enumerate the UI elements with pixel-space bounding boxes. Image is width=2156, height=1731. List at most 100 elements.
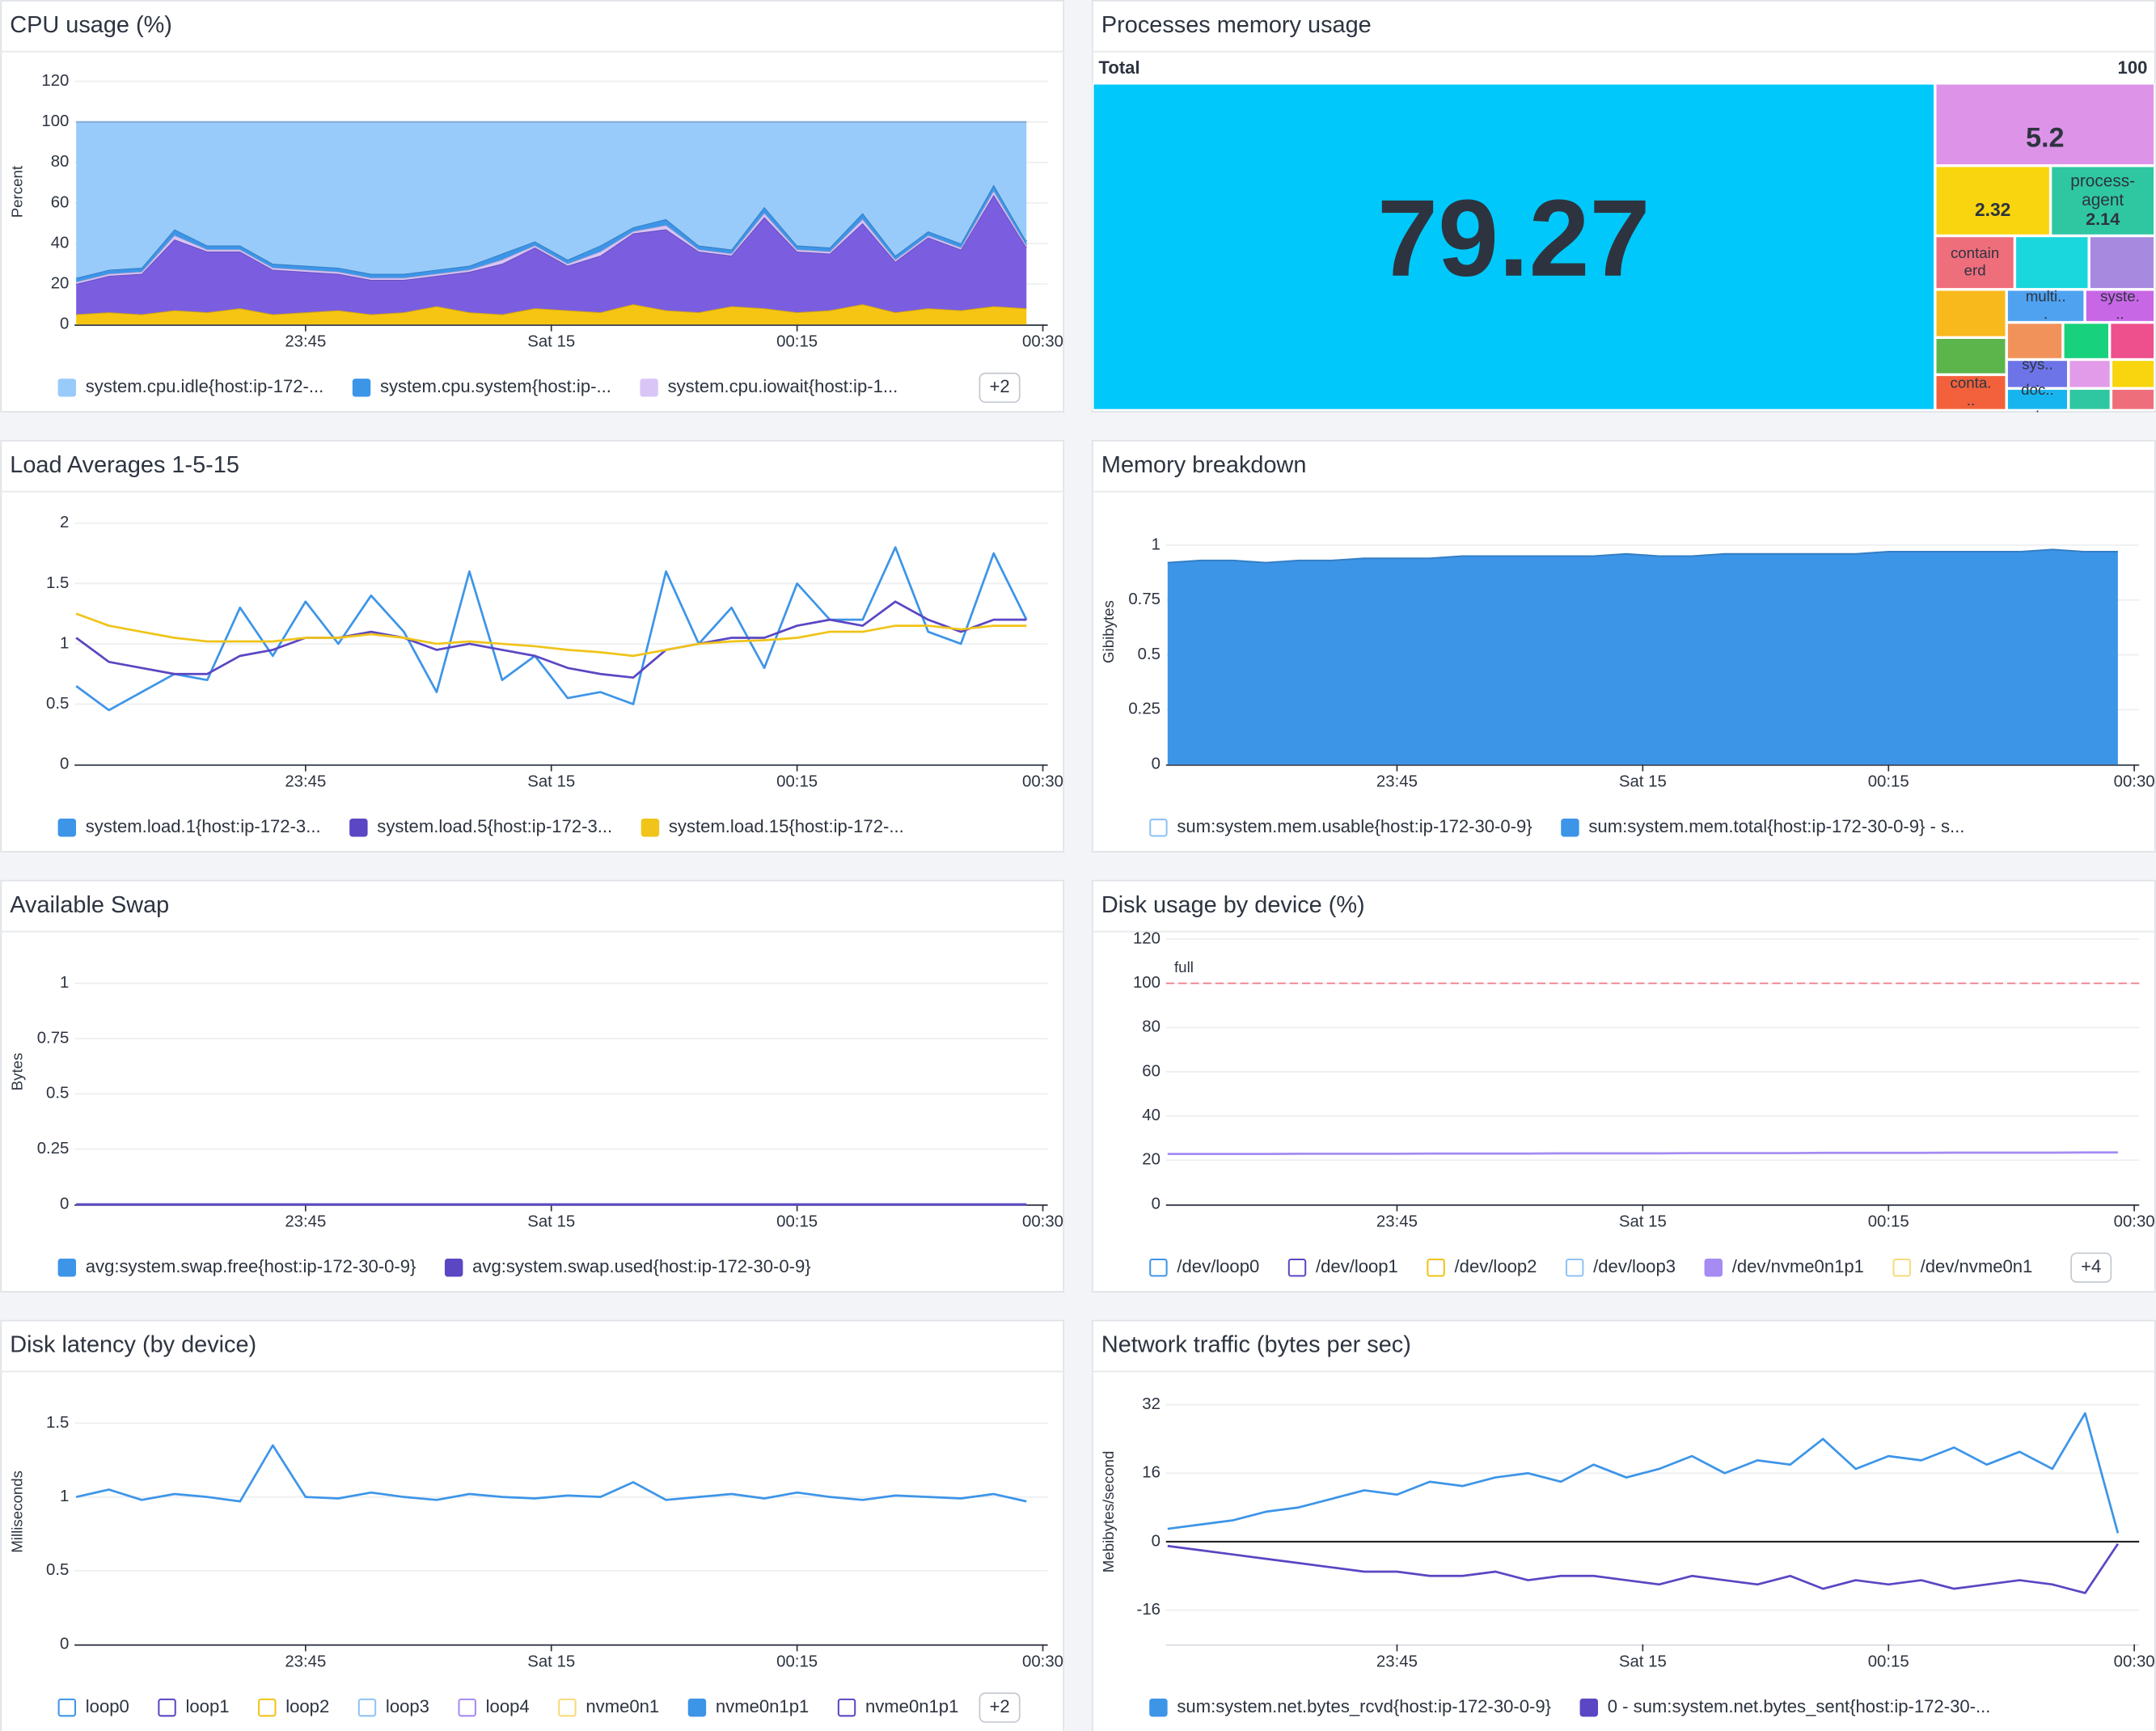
legend-label: avg:system.swap.free{host:ip-172-30-0-9}	[86, 1256, 416, 1276]
legend-label: sum:system.mem.total{host:ip-172-30-0-9}…	[1588, 816, 1964, 836]
legend-swatch	[687, 1698, 707, 1717]
y-tick-label: 1	[60, 634, 69, 652]
treemap-label: syste...	[2100, 287, 2140, 322]
treemap-label: multi...	[2026, 287, 2066, 322]
legend-swatch	[57, 1698, 77, 1717]
treemap-label-line: erd	[1964, 261, 1986, 278]
legend-swatch	[349, 819, 368, 837]
legend-swatch	[158, 1698, 176, 1717]
treemap-cell	[1934, 289, 2007, 338]
y-tick-label: 0.25	[1128, 700, 1160, 718]
y-tick-label: 0.5	[1138, 645, 1160, 663]
y-tick-label: 20	[51, 274, 70, 292]
y-axis-label: Milliseconds	[8, 1471, 25, 1553]
treemap-cell	[2006, 322, 2063, 360]
widget-title: Disk usage by device (%)	[1101, 892, 1365, 918]
x-tick-label: 23:45	[1376, 1653, 1418, 1670]
legend-swatch	[258, 1698, 277, 1717]
widget: Disk usage by device (%) 0 20 40 60 80 100 120 2…	[1091, 879, 2156, 1293]
widget-frame	[0, 879, 1065, 1293]
treemap-cell	[2089, 235, 2155, 290]
legend-swatch	[1892, 1258, 1911, 1277]
legend-label: sum:system.mem.usable{host:ip-172-30-0-9…	[1177, 816, 1532, 836]
legend: system.load.1{host:ip-172-3... system.loa…	[57, 816, 904, 837]
legend-more-button[interactable]	[979, 1692, 1021, 1723]
x-tick-label: 00:15	[776, 773, 818, 791]
x-tick-label: Sat 15	[1619, 1653, 1667, 1670]
treemap-label: contain erd	[1951, 244, 1999, 279]
legend-swatch	[1427, 1258, 1445, 1277]
legend-swatch	[1561, 819, 1579, 837]
area	[76, 194, 1027, 315]
legend-label: /dev/nvme0n1p1	[1732, 1256, 1864, 1276]
widget: Disk latency (by device) 0 0.5 1 1.5 Millisec…	[0, 1319, 1065, 1731]
treemap-cell	[2111, 359, 2155, 389]
y-axis-label: Mebibytes/second	[1100, 1451, 1117, 1573]
x-tick-label: 23:45	[285, 333, 326, 351]
x-tick-label: 00:15	[776, 1213, 818, 1230]
y-tick-label: 0	[60, 1635, 69, 1653]
x-tick-label: Sat 15	[527, 773, 575, 791]
treemap-cell	[1934, 375, 2007, 411]
widget-frame	[0, 1319, 1065, 1731]
legend-label: loop4	[486, 1696, 530, 1716]
treemap-cell	[2006, 289, 2086, 323]
treemap-value: 79.27	[1377, 177, 1650, 299]
legend-more-button[interactable]	[2070, 1252, 2112, 1283]
legend: /dev/loop0/dev/loop1/dev/loop2/dev/loop3…	[1149, 1256, 2032, 1277]
x-tick-label: 23:45	[285, 1653, 326, 1670]
legend-swatch	[357, 1698, 377, 1717]
treemap-label-line: syste.	[2100, 287, 2140, 304]
x-tick-label: 00:30	[1022, 1213, 1063, 1230]
y-tick-label: 0.75	[37, 1029, 70, 1047]
x-tick-label: 00:30	[2114, 1213, 2155, 1230]
legend-label: system.load.5{host:ip-172-3...	[377, 816, 612, 836]
legend-swatch	[444, 1258, 463, 1277]
y-tick-label: 80	[51, 153, 70, 171]
widget-title: Network traffic (bytes per sec)	[1101, 1332, 1411, 1358]
y-tick-label: 1.5	[46, 1414, 69, 1432]
y-tick-label: 0	[1152, 1195, 1160, 1213]
x-tick-label: 23:45	[1376, 773, 1418, 791]
y-tick-label: 0.5	[46, 1561, 69, 1579]
line	[75, 612, 1027, 658]
x-tick-label: Sat 15	[527, 1213, 575, 1230]
legend-label: system.cpu.iowait{host:ip-1...	[668, 376, 898, 396]
legend: loop0 loop1 loop2 loop3 loop4 nvme0n1 nvme0n1p…	[57, 1696, 958, 1717]
treemap-value: 2.14	[2086, 209, 2120, 229]
y-axis-label: Percent	[8, 165, 25, 218]
x-tick-label: 00:30	[1022, 1653, 1063, 1670]
treemap-value: 2.32	[1975, 199, 2010, 220]
marker-label: full	[1174, 959, 1194, 976]
line	[75, 1444, 1027, 1503]
x-tick-label: 23:45	[1376, 1213, 1418, 1230]
treemap-label: sys...	[2022, 356, 2052, 391]
legend-swatch	[57, 819, 77, 837]
y-tick-label: 2	[60, 514, 69, 531]
widget-frame	[1091, 879, 2156, 1293]
treemap-cell	[2006, 359, 2069, 389]
x-tick-label: 23:45	[285, 1213, 326, 1230]
legend-swatch	[1704, 1258, 1723, 1277]
legend-more-button[interactable]	[979, 372, 1021, 404]
treemap-label-line: ..	[2116, 305, 2124, 322]
treemap-label-line: agent	[2082, 191, 2124, 209]
legend-more-label: +2	[990, 1696, 1010, 1716]
total-label: Total	[1098, 57, 1139, 78]
x-tick-label: 00:15	[1868, 1653, 1909, 1670]
legend-label: system.cpu.system{host:ip-...	[380, 376, 611, 396]
y-tick-label: 40	[1142, 1107, 1160, 1124]
x-tick-label: Sat 15	[1619, 773, 1667, 791]
y-tick-label: 120	[41, 72, 69, 90]
treemap-cell	[2109, 322, 2155, 360]
legend-swatch	[57, 1258, 77, 1277]
y-tick-label: 16	[1142, 1464, 1160, 1482]
treemap-cell	[2068, 359, 2112, 389]
treemap-cell	[1934, 235, 2015, 290]
widget-title: Memory breakdown	[1101, 452, 1307, 478]
legend-swatch	[57, 379, 77, 397]
widget: Network traffic (bytes per sec) -16 0 16 32 M…	[1091, 1319, 2156, 1731]
y-tick-label: 20	[1142, 1151, 1160, 1169]
line	[1167, 1411, 2120, 1534]
